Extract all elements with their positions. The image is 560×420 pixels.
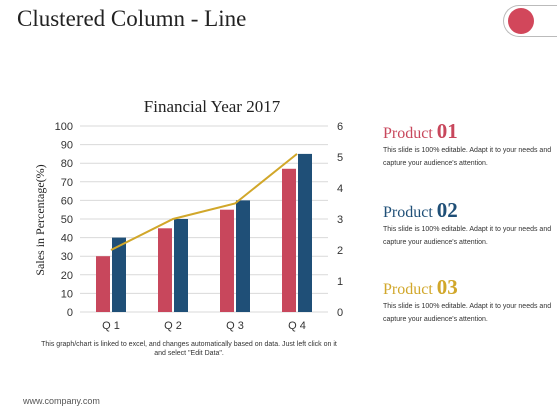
y2-tick-label: 0	[337, 307, 343, 319]
product-name: Product	[383, 125, 433, 142]
bar	[282, 168, 296, 312]
y-tick-label: 60	[61, 195, 73, 207]
y2-tick-label: 5	[337, 152, 343, 164]
y-tick-label: 30	[61, 251, 73, 263]
y-axis-label: Sales in Percentage(%)	[33, 164, 47, 275]
y2-tick-label: 4	[337, 183, 343, 195]
chart-title: Financial Year 2017	[144, 97, 281, 116]
decorative-toggle	[503, 5, 557, 37]
y-tick-label: 20	[61, 270, 73, 282]
x-tick-label: Q 3	[226, 320, 244, 332]
slide-title: Clustered Column - Line	[17, 6, 247, 31]
product-number: 03	[436, 275, 458, 299]
bar	[96, 256, 110, 312]
product-description: This slide is 100% editable. Adapt it to…	[383, 226, 552, 246]
product-03-block: Product 03 This slide is 100% editable. A…	[383, 276, 553, 326]
product-description: This slide is 100% editable. Adapt it to…	[383, 303, 552, 323]
y2-tick-label: 2	[337, 245, 343, 257]
y-tick-label: 90	[61, 140, 73, 152]
series-line	[110, 153, 298, 251]
y-tick-label: 10	[61, 288, 73, 300]
y-tick-label: 70	[61, 177, 73, 189]
decorative-dot-icon	[508, 8, 534, 34]
product-01-block: Product 01 This slide is 100% editable. A…	[383, 120, 553, 170]
chart-note: This graph/chart is linked to excel, and…	[41, 341, 337, 357]
product-number: 02	[436, 198, 458, 222]
y-tick-label: 100	[55, 121, 73, 133]
bar	[298, 153, 312, 312]
product-name: Product	[383, 204, 433, 221]
y-tick-label: 50	[61, 214, 73, 226]
y-tick-label: 80	[61, 158, 73, 170]
bar	[174, 219, 188, 312]
x-tick-label: Q 1	[102, 320, 120, 332]
y2-tick-label: 6	[337, 121, 343, 133]
footer-url: www.company.com	[23, 396, 100, 406]
x-tick-label: Q 2	[164, 320, 182, 332]
product-number: 01	[436, 119, 458, 143]
bar	[158, 228, 172, 312]
bar	[220, 209, 234, 312]
bar	[112, 237, 126, 312]
y2-tick-label: 3	[337, 214, 343, 226]
product-02-block: Product 02 This slide is 100% editable. A…	[383, 199, 553, 249]
y-tick-label: 40	[61, 233, 73, 245]
y2-tick-label: 1	[337, 276, 343, 288]
product-name: Product	[383, 281, 433, 298]
product-description: This slide is 100% editable. Adapt it to…	[383, 147, 552, 167]
bar	[236, 200, 250, 312]
y-tick-label: 0	[67, 307, 73, 319]
x-tick-label: Q 4	[288, 320, 306, 332]
